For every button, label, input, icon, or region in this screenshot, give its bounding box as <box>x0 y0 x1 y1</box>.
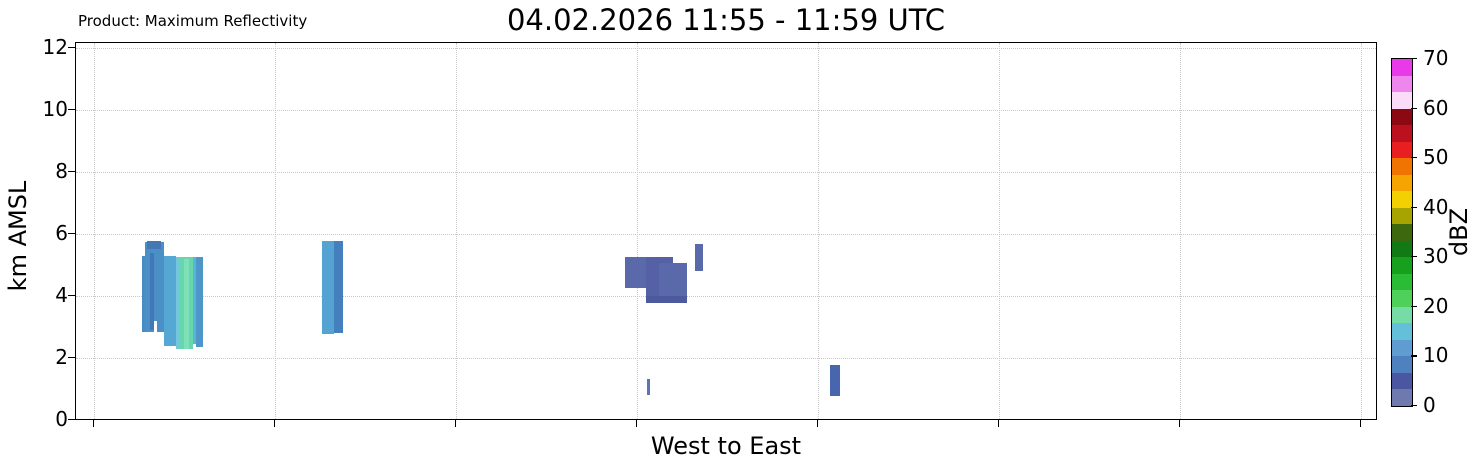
grid-line-vertical <box>999 43 1000 419</box>
grid-line-vertical <box>1180 43 1181 419</box>
plot-area <box>75 42 1377 420</box>
colorbar-tick-label: 30 <box>1423 244 1449 269</box>
grid-line-horizontal <box>76 110 1376 111</box>
colorbar-tick-label: 40 <box>1423 194 1449 219</box>
grid-line-vertical <box>275 43 276 419</box>
colorbar-band <box>1392 339 1412 357</box>
colorbar-band <box>1392 240 1412 258</box>
x-axis-tick <box>817 420 819 427</box>
colorbar-band <box>1392 355 1412 373</box>
y-axis-tick <box>68 171 75 173</box>
colorbar-band <box>1392 124 1412 142</box>
reflectivity-cell <box>830 365 840 397</box>
colorbar-band <box>1392 190 1412 208</box>
colorbar-tick <box>1411 58 1417 60</box>
y-axis-tick <box>68 47 75 49</box>
colorbar <box>1391 58 1413 407</box>
colorbar-band <box>1392 58 1412 76</box>
colorbar-band <box>1392 306 1412 324</box>
reflectivity-cell <box>646 296 687 304</box>
colorbar-band <box>1392 91 1412 109</box>
x-axis-label: West to East <box>650 432 802 460</box>
y-tick-label: 6 <box>55 221 68 245</box>
y-tick-label: 12 <box>42 35 68 59</box>
y-axis-tick <box>68 357 75 359</box>
x-axis-tick <box>1360 420 1362 427</box>
reflectivity-cell <box>147 241 161 250</box>
colorbar-band <box>1392 256 1412 274</box>
colorbar-tick-label: 60 <box>1423 95 1449 120</box>
grid-line-horizontal <box>76 48 1376 49</box>
x-axis-tick <box>274 420 276 427</box>
colorbar-band <box>1392 372 1412 390</box>
grid-line-vertical <box>94 43 95 419</box>
x-axis-tick <box>636 420 638 427</box>
colorbar-band <box>1392 388 1412 406</box>
figure-title: 04.02.2026 11:55 - 11:59 UTC <box>506 3 946 37</box>
colorbar-tick <box>1411 355 1417 357</box>
colorbar-tick-label: 10 <box>1423 343 1449 368</box>
grid-line-vertical <box>1361 43 1362 419</box>
y-tick-label: 4 <box>55 283 68 307</box>
y-tick-label: 10 <box>42 97 68 121</box>
x-axis-tick <box>1179 420 1181 427</box>
y-axis-tick <box>68 109 75 111</box>
colorbar-band <box>1392 273 1412 291</box>
colorbar-band <box>1392 174 1412 192</box>
reflectivity-cell <box>184 258 189 349</box>
colorbar-band <box>1392 289 1412 307</box>
colorbar-band <box>1392 207 1412 225</box>
reflectivity-cell <box>695 243 703 271</box>
reflectivity-cell <box>154 320 157 332</box>
y-tick-label: 8 <box>55 159 68 183</box>
grid-line-horizontal <box>76 234 1376 235</box>
reflectivity-cell <box>193 256 197 345</box>
colorbar-band <box>1392 75 1412 93</box>
x-axis-tick <box>455 420 457 427</box>
y-tick-label: 0 <box>55 407 68 431</box>
x-axis-tick <box>998 420 1000 427</box>
reflectivity-cell <box>150 252 154 331</box>
product-label: Product: Maximum Reflectivity <box>78 12 308 30</box>
colorbar-tick <box>1411 256 1417 258</box>
colorbar-tick <box>1411 405 1417 407</box>
x-axis-tick <box>93 420 95 427</box>
colorbar-tick-label: 0 <box>1423 393 1436 417</box>
reflectivity-cell <box>145 242 164 332</box>
reflectivity-cell <box>164 255 176 346</box>
reflectivity-cell <box>647 379 650 395</box>
reflectivity-cell <box>196 256 203 348</box>
colorbar-tick <box>1411 157 1417 159</box>
grid-line-horizontal <box>76 358 1376 359</box>
colorbar-band <box>1392 223 1412 241</box>
colorbar-tick <box>1411 107 1417 109</box>
colorbar-band <box>1392 322 1412 340</box>
reflectivity-cell <box>334 241 343 334</box>
reflectivity-cell <box>176 256 180 349</box>
y-axis-tick <box>68 419 75 421</box>
y-tick-label: 2 <box>55 345 68 369</box>
colorbar-band <box>1392 141 1412 159</box>
colorbar-tick-label: 20 <box>1423 293 1449 318</box>
y-axis-tick <box>68 233 75 235</box>
colorbar-tick <box>1411 206 1417 208</box>
colorbar-tick-label: 50 <box>1423 145 1449 170</box>
grid-line-vertical <box>637 43 638 419</box>
colorbar-tick-label: 70 <box>1423 46 1449 70</box>
colorbar-band <box>1392 157 1412 175</box>
grid-line-vertical <box>456 43 457 419</box>
reflectivity-cell <box>322 241 334 335</box>
grid-line-vertical <box>818 43 819 419</box>
grid-line-horizontal <box>76 172 1376 173</box>
grid-line-horizontal <box>76 296 1376 297</box>
y-axis-tick <box>68 295 75 297</box>
colorbar-band <box>1392 108 1412 126</box>
colorbar-tick <box>1411 305 1417 308</box>
